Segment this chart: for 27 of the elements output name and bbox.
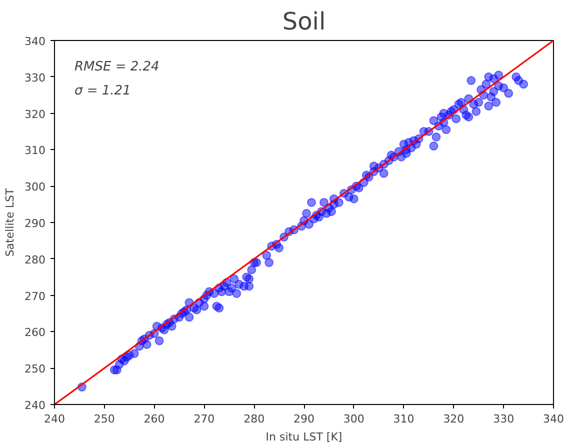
y-tick-label: 340 (24, 35, 46, 48)
chart-title: Soil (282, 8, 326, 36)
x-tick-label: 290 (294, 412, 314, 426)
x-tick-label: 300 (343, 412, 364, 426)
x-tick-label: 320 (443, 412, 464, 426)
y-tick-label: 320 (24, 108, 46, 121)
y-tick-label: 260 (24, 326, 46, 340)
x-tick-label: 280 (244, 412, 265, 426)
annotation: σ = 1.21 (74, 84, 131, 98)
y-tick-label: 290 (24, 217, 46, 230)
y-tick-label: 270 (24, 290, 46, 303)
y-tick-label: 280 (24, 253, 46, 266)
x-tick-label: 250 (94, 412, 115, 426)
x-tick-label: 340 (543, 412, 564, 426)
x-axis-title: In situ LST [K] (266, 430, 342, 444)
annotation: RMSE = 2.24 (74, 60, 160, 74)
x-tick-label: 270 (194, 412, 215, 426)
y-tick-label: 300 (24, 180, 46, 194)
x-tick-label: 330 (493, 412, 514, 426)
y-axis-title: Satellite LST (4, 188, 17, 257)
y-tick-label: 240 (24, 399, 46, 412)
y-tick-label: 310 (24, 144, 46, 158)
y-tick-label: 250 (24, 362, 46, 376)
y-tick-label: 330 (24, 71, 46, 84)
x-tick-label: 310 (393, 412, 414, 426)
x-tick-label: 260 (144, 412, 165, 426)
x-tick-label: 240 (44, 412, 65, 426)
